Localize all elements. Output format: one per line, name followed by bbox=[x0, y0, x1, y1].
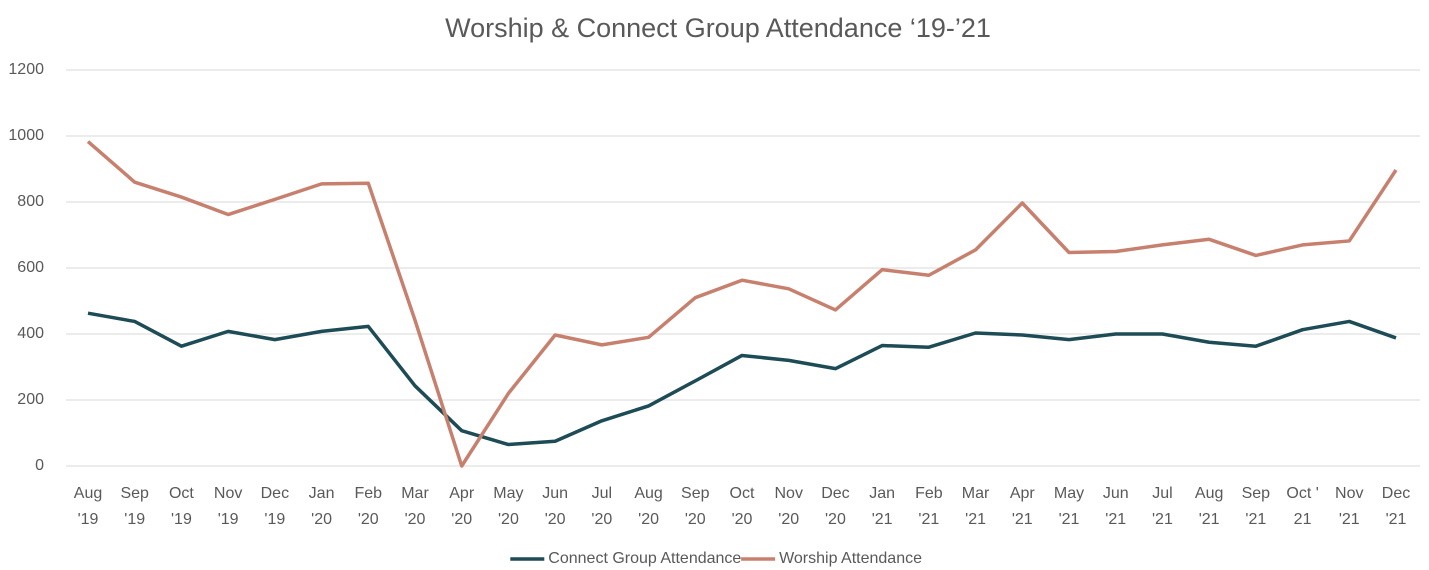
x-tick-label: Jul '21 bbox=[1152, 485, 1173, 528]
x-tick-label: May '21 bbox=[1054, 485, 1084, 528]
x-tick-label: Jan '20 bbox=[309, 485, 335, 528]
y-tick-label: 400 bbox=[17, 325, 44, 342]
x-tick-label: Apr '20 bbox=[449, 485, 475, 528]
x-tick-label: Nov '19 bbox=[214, 485, 242, 528]
y-tick-label: 1200 bbox=[8, 61, 44, 78]
data-line bbox=[86, 140, 1398, 468]
x-tick-label: Oct '20 bbox=[730, 485, 755, 528]
x-tick-label: May '20 bbox=[493, 485, 523, 528]
y-tick-label: 1000 bbox=[8, 127, 44, 144]
x-tick-label: Aug '19 bbox=[74, 485, 102, 528]
data-line bbox=[87, 311, 1397, 447]
x-tick-label: Nov '21 bbox=[1335, 485, 1363, 528]
x-tick-label: Sep '21 bbox=[1242, 485, 1271, 528]
y-tick-label: 200 bbox=[17, 391, 44, 408]
x-tick-label: Nov '20 bbox=[774, 485, 802, 528]
x-tick-label: Jan '21 bbox=[869, 485, 895, 528]
legend-label: Worship Attendance bbox=[779, 550, 922, 567]
y-tick-label: 600 bbox=[17, 259, 44, 276]
x-tick-label: Sep '20 bbox=[681, 485, 710, 528]
x-tick-label: Jun '21 bbox=[1103, 485, 1129, 528]
x-tick-label: Feb '21 bbox=[915, 485, 943, 528]
x-tick-label: Aug '21 bbox=[1195, 485, 1223, 528]
x-tick-label: Feb '20 bbox=[354, 485, 382, 528]
x-tick-label: Dec '20 bbox=[821, 485, 849, 528]
y-tick-label: 0 bbox=[35, 457, 44, 474]
x-tick-label: Mar '20 bbox=[401, 485, 429, 528]
x-tick-label: Oct ' 21 bbox=[1286, 485, 1318, 528]
x-tick-label: Dec '21 bbox=[1382, 485, 1410, 528]
legend-label: Connect Group Attendance bbox=[548, 550, 741, 567]
x-tick-label: Mar '21 bbox=[962, 485, 990, 528]
chart-title: Worship & Connect Group Attendance ‘19-’… bbox=[445, 13, 991, 43]
x-tick-label: Oct '19 bbox=[169, 485, 194, 528]
x-tick-label: Jul '20 bbox=[591, 485, 612, 528]
x-tick-label: Apr '21 bbox=[1010, 485, 1036, 528]
x-tick-label: Dec '19 bbox=[261, 485, 289, 528]
x-tick-label: Sep '19 bbox=[120, 485, 149, 528]
x-tick-label: Aug '20 bbox=[634, 485, 662, 528]
x-tick-label: Jun '20 bbox=[542, 485, 568, 528]
y-tick-label: 800 bbox=[17, 193, 44, 210]
